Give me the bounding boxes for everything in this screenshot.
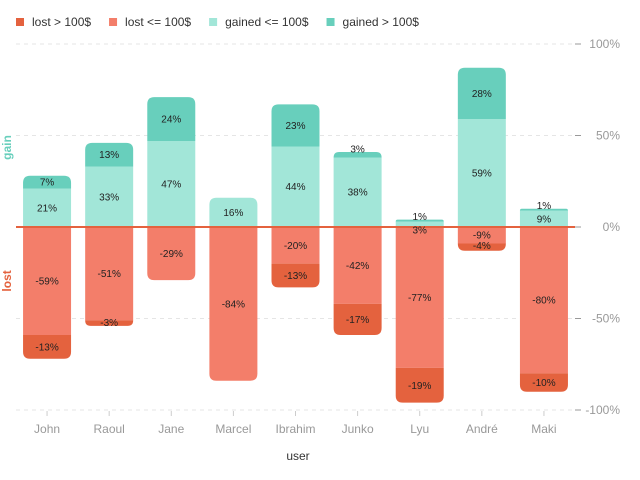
bar-lost-big (23, 334, 72, 359)
bar-lost-big (519, 373, 568, 392)
data-label-lost-small: -80% (532, 296, 555, 307)
data-labels: 21% 7% -59% -13% 33% 13% -51% -3% 47% 24% -29% 16% -… (35, 89, 555, 392)
bar-lost-small (519, 227, 568, 374)
bar-lost-small (333, 227, 382, 304)
x-tick-label: Raoul (93, 422, 124, 436)
data-label-gained-big: 3% (350, 144, 365, 155)
bar-lost-small (147, 227, 196, 281)
y-tick-label: -50% (592, 312, 620, 326)
data-label-lost-big: -3% (100, 318, 118, 329)
gain-axis-title: gain (0, 135, 14, 160)
bar-gained-big (333, 151, 382, 158)
bar-gained-big (85, 142, 134, 167)
x-axis-title: user (286, 449, 309, 463)
bar-gained-small (395, 221, 444, 227)
y-tick-label: 0% (603, 220, 621, 234)
data-label-gained-big: 1% (537, 201, 552, 212)
data-label-lost-big: -13% (35, 342, 58, 353)
data-label-gained-big: 24% (161, 115, 181, 126)
legend-swatch (209, 18, 218, 26)
data-label-lost-small: -59% (35, 276, 58, 287)
bar-gained-big (271, 104, 320, 147)
x-tick-label: Marcel (215, 422, 251, 436)
data-label-lost-small: -9% (473, 231, 491, 242)
bar-gained-small (271, 146, 320, 227)
legend-swatch (16, 18, 24, 26)
data-label-gained-big: 28% (472, 89, 492, 100)
data-label-gained-small: 38% (348, 188, 368, 199)
bar-lost-big (271, 263, 320, 288)
legend-swatch (326, 18, 335, 26)
bar-gained-big (23, 175, 72, 189)
bar-gained-big (147, 97, 196, 141)
legend: lost > 100$ lost <= 100$ gained <= 100$ gai… (16, 15, 419, 29)
bar-gained-small (457, 119, 506, 227)
x-axis: John Raoul Jane Marcel Ibrahim Junko Lyu André M… (34, 411, 557, 436)
data-label-gained-big: 7% (40, 178, 55, 189)
lost-axis-title: lost (0, 270, 14, 291)
legend-swatch (109, 18, 118, 26)
bar-gained-small (23, 188, 72, 227)
data-label-gained-small: 9% (537, 214, 552, 225)
data-label-lost-small: -77% (408, 293, 431, 304)
legend-label: lost > 100$ (32, 15, 91, 29)
bar-gained-small (333, 157, 382, 227)
data-label-lost-small: -84% (222, 299, 245, 310)
data-label-gained-small: 3% (412, 226, 427, 237)
x-tick-label: Jane (158, 422, 184, 436)
y-tick-label: -100% (585, 403, 620, 417)
bar-lost-big (85, 320, 134, 326)
x-tick-label: André (466, 422, 498, 436)
data-label-lost-big: -4% (473, 241, 491, 252)
data-label-lost-big: -17% (346, 315, 369, 326)
data-label-lost-small: -51% (97, 269, 120, 280)
legend-label: gained <= 100$ (225, 15, 309, 29)
bar-lost-big (333, 303, 382, 335)
bar-lost-small (457, 227, 506, 244)
bar-gained-small (519, 210, 568, 227)
bar-gained-small (147, 140, 196, 227)
data-label-lost-big: -19% (408, 381, 431, 392)
x-tick-label: Ibrahim (275, 422, 315, 436)
bar-gained-big (395, 219, 444, 222)
data-label-gained-small: 33% (99, 192, 119, 203)
bar-lost-small (271, 227, 320, 264)
bar-lost-big (457, 243, 506, 251)
bar-gained-big (519, 208, 568, 211)
bar-lost-small (23, 227, 72, 335)
bar-lost-big (395, 367, 444, 403)
data-label-lost-small: -42% (346, 261, 369, 272)
data-label-gained-small: 59% (472, 169, 492, 180)
x-tick-label: Lyu (410, 422, 429, 436)
bar-gained-small (85, 166, 134, 227)
data-label-gained-big: 1% (412, 212, 427, 223)
x-tick-label: Junko (342, 422, 374, 436)
data-label-gained-small: 47% (161, 179, 181, 190)
data-label-gained-small: 44% (285, 182, 305, 193)
y-axis: -100% -50% 0% 50% 100% (575, 37, 620, 417)
bar-lost-small (85, 227, 134, 321)
data-label-lost-big: -13% (284, 271, 307, 282)
data-label-gained-small: 21% (37, 203, 57, 214)
bar-lost-small (395, 227, 444, 368)
legend-label: lost <= 100$ (125, 15, 191, 29)
bars (23, 67, 568, 403)
y-tick-label: 50% (596, 129, 620, 143)
data-label-gained-big: 13% (99, 150, 119, 161)
data-label-gained-big: 23% (285, 121, 305, 132)
bar-gained-small (209, 197, 258, 227)
data-label-lost-small: -20% (284, 241, 307, 252)
y-tick-label: 100% (589, 37, 620, 51)
bar-gained-big (457, 67, 506, 120)
data-label-lost-big: -10% (532, 378, 555, 389)
data-label-gained-small: 16% (223, 208, 243, 219)
data-label-lost-small: -29% (160, 249, 183, 260)
bar-lost-small (209, 227, 258, 381)
x-tick-label: Maki (531, 422, 556, 436)
legend-label: gained > 100$ (343, 15, 420, 29)
x-tick-label: John (34, 422, 60, 436)
